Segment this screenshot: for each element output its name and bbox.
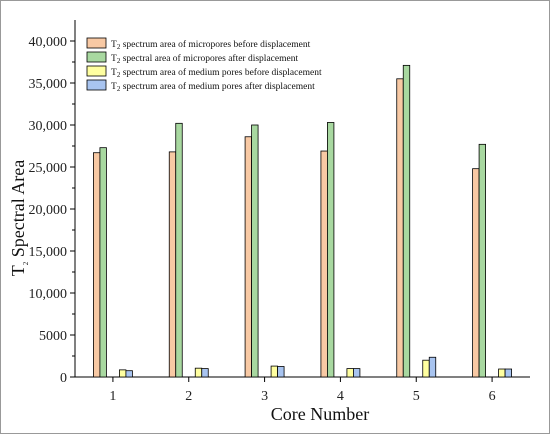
- y-axis-ticks: 0 5000 10,000 15,000 20,000 25,000 30,000 35,00…: [29, 35, 75, 386]
- bar-series-4-core-5: [428, 356, 437, 378]
- bar-series-4-core-4: [353, 368, 361, 378]
- bar-series-3-core-6: [498, 368, 506, 378]
- x-axis-title: Core Number: [271, 404, 369, 424]
- bar-series-2-core-4: [327, 122, 335, 378]
- x-tick-label: 3: [261, 389, 268, 404]
- x-tick-label: 4: [337, 389, 344, 404]
- legend-swatch-2: [86, 51, 107, 63]
- y-axis-title-rest: Spectral Area: [8, 160, 28, 262]
- bar-series-2-core-5: [402, 64, 411, 378]
- bar-series-3-core-4: [346, 368, 354, 378]
- bar-series-1-core-2: [168, 151, 177, 378]
- bar-series-3-core-3: [270, 365, 278, 378]
- bar-series-2-core-3: [251, 124, 259, 378]
- legend-swatch-1: [86, 37, 107, 49]
- bar-series-1-core-3: [244, 136, 252, 378]
- x-tick-label: 6: [489, 389, 496, 404]
- legend-swatch-4: [86, 79, 107, 91]
- bar-series-2-core-1: [99, 147, 107, 378]
- legend-swatch-3: [86, 65, 107, 77]
- bar-series-3-core-2: [194, 367, 203, 378]
- y-tick-label: 10,000: [29, 287, 68, 302]
- y-tick-label: 30,000: [29, 119, 68, 134]
- bar-series-4-core-2: [201, 368, 209, 378]
- x-tick-label: 2: [185, 389, 192, 404]
- legend-label-1: T2 spectrum area of micropores before di…: [111, 39, 311, 51]
- bar-series-4-core-6: [504, 368, 512, 378]
- bar-series-1-core-1: [93, 152, 101, 378]
- y-tick-label: 40,000: [29, 35, 68, 50]
- legend: T2 spectrum area of micropores before di…: [86, 37, 322, 93]
- bars: [93, 64, 512, 378]
- bar-series-3-core-5: [422, 359, 430, 378]
- bar-series-2-core-6: [478, 143, 486, 378]
- bar-series-1-core-4: [320, 150, 328, 378]
- y-tick-label: 35,000: [29, 77, 68, 92]
- x-tick-label: 1: [109, 389, 116, 404]
- bar-series-4-core-3: [277, 366, 285, 378]
- y-tick-label: 5000: [39, 329, 67, 344]
- y-tick-label: 15,000: [29, 245, 68, 260]
- bar-series-3-core-1: [119, 369, 127, 378]
- bar-series-1-core-5: [396, 78, 404, 378]
- x-tick-label: 5: [413, 389, 420, 404]
- legend-label-4: T2 spectrum area of medium pores after d…: [111, 81, 315, 93]
- legend-label-3: T2 spectrum area of medium pores before …: [111, 67, 322, 79]
- y-axis-title-group: T2 Spectral Area: [8, 160, 30, 276]
- y-tick-label: 0: [60, 371, 67, 386]
- y-axis-title-sub: 2: [22, 261, 30, 265]
- bar-series-1-core-6: [472, 168, 480, 378]
- legend-label-2: T2 spectral area of micropores after dis…: [111, 53, 298, 65]
- y-axis-title-main: T: [8, 265, 28, 276]
- y-tick-label: 20,000: [29, 203, 68, 218]
- bar-series-4-core-1: [125, 370, 133, 378]
- plot-area: [74, 20, 530, 378]
- y-tick-label: 25,000: [29, 161, 68, 176]
- y-axis-title: T2 Spectral Area: [8, 160, 30, 276]
- bar-series-2-core-2: [175, 122, 183, 378]
- x-axis-ticks: 1 2 3 4 5 6: [109, 377, 496, 404]
